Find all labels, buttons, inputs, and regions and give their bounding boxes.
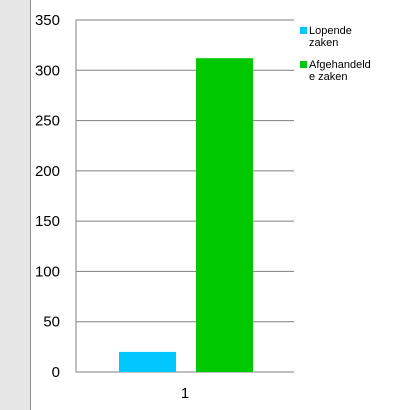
- legend-label: zaken: [309, 37, 338, 49]
- legend-swatch: [300, 27, 307, 34]
- gridlines: [75, 19, 294, 373]
- y-tick-label: 300: [35, 62, 60, 79]
- y-tick-label: 150: [35, 213, 60, 230]
- y-tick-label: 100: [35, 263, 60, 280]
- bars: [119, 58, 253, 373]
- y-tick-label: 0: [52, 364, 60, 381]
- legend-label: e zaken: [309, 71, 348, 83]
- y-tick-label: 350: [35, 12, 60, 29]
- legend-label: Lopende: [309, 25, 352, 37]
- x-tick-label: 1: [181, 385, 189, 402]
- legend-label: Afgehandeld: [309, 59, 371, 71]
- y-tick-label: 50: [43, 314, 60, 331]
- legend-swatch: [300, 61, 307, 68]
- y-axis-ticks: 0 50 100 150 200 250 300 350: [35, 12, 60, 381]
- bar-lopende-zaken: [119, 351, 176, 372]
- x-axis-ticks: 1: [181, 385, 189, 402]
- bar-afgehandelde-zaken: [196, 58, 253, 373]
- y-tick-label: 250: [35, 113, 60, 130]
- y-tick-label: 200: [35, 163, 60, 180]
